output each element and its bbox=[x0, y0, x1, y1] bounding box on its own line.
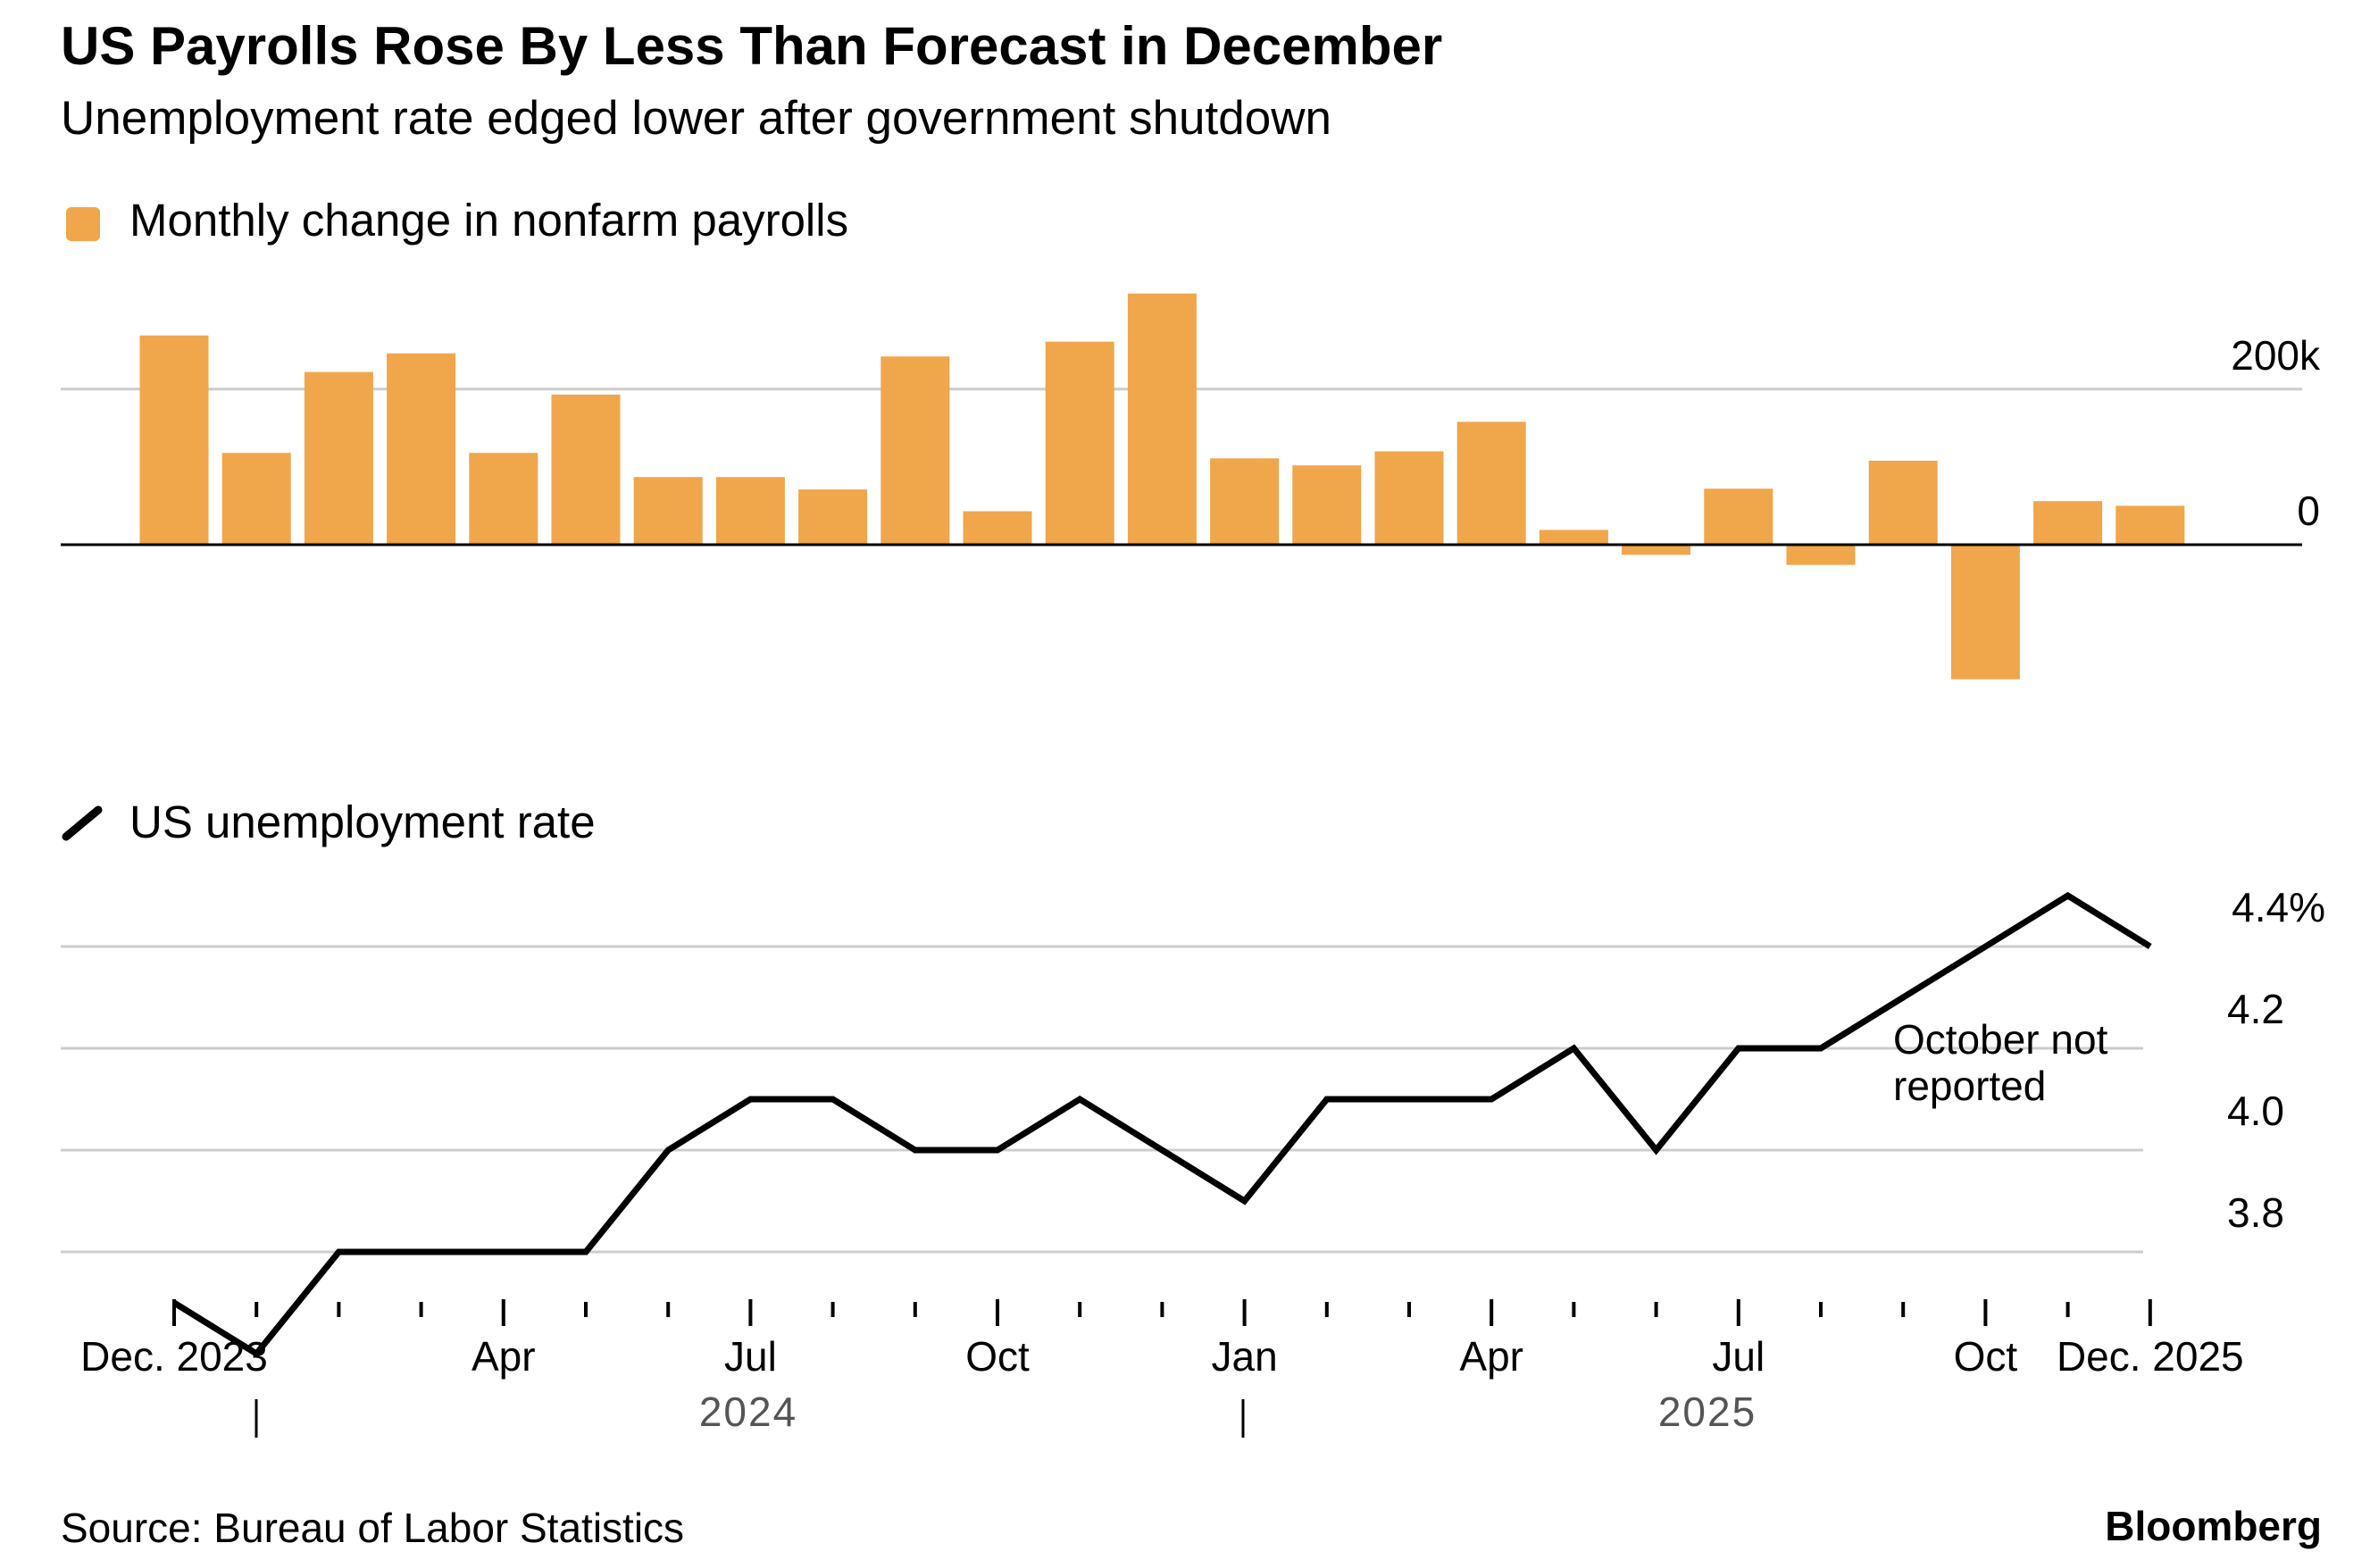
unemployment-legend-label: US unemployment rate bbox=[129, 797, 596, 847]
x-tick-label: Apr bbox=[1459, 1333, 1523, 1380]
x-tick-label: Oct bbox=[1954, 1333, 2018, 1380]
x-tick-label: Dec. 2025 bbox=[2057, 1333, 2244, 1380]
payroll-bar bbox=[1950, 545, 2020, 680]
payroll-bar bbox=[715, 477, 785, 545]
bar-y-tick-labels: 0 200k bbox=[2231, 332, 2321, 534]
x-tick-label: Jul bbox=[724, 1333, 777, 1380]
payroll-bars bbox=[61, 293, 2302, 680]
unemployment-legend-swatch bbox=[62, 805, 103, 841]
chart-subtitle: Unemployment rate edged lower after gove… bbox=[61, 92, 1331, 145]
line-y-tick-label: 4.4% bbox=[2232, 884, 2325, 930]
payroll-bar bbox=[1539, 530, 1608, 545]
x-tick-label: Dec. 2023 bbox=[80, 1333, 268, 1380]
line-y-tick-labels: 3.8 4.0 4.2 4.4% bbox=[2227, 884, 2325, 1236]
year-label-2025: 2025 bbox=[1658, 1389, 1757, 1435]
source-note: Source: Bureau of Labor Statistics bbox=[61, 1505, 684, 1551]
payroll-bar bbox=[1786, 545, 1856, 565]
chart-title: US Payrolls Rose By Less Than Forecast i… bbox=[61, 16, 1442, 76]
payroll-bar bbox=[1210, 458, 1280, 545]
annotation-line-1: October not bbox=[1893, 1016, 2108, 1063]
payroll-bar bbox=[139, 335, 209, 545]
payroll-bar bbox=[633, 477, 703, 545]
payrolls-legend-label: Monthly change in nonfarm payrolls bbox=[129, 195, 848, 246]
payroll-bar bbox=[1622, 545, 1691, 555]
payroll-bar bbox=[1868, 460, 1938, 545]
line-y-tick-label: 4.2 bbox=[2227, 986, 2284, 1032]
payroll-bar bbox=[1456, 421, 1526, 545]
payroll-bar bbox=[1704, 488, 1773, 545]
payroll-bar bbox=[2115, 505, 2185, 545]
payrolls-legend-swatch bbox=[66, 207, 100, 241]
year-label-2024: 2024 bbox=[699, 1389, 797, 1435]
payroll-bar bbox=[798, 489, 868, 545]
bar-y-tick-label: 200k bbox=[2231, 332, 2321, 379]
line-y-tick-label: 4.0 bbox=[2227, 1088, 2284, 1134]
x-tick-label: Oct bbox=[965, 1333, 1030, 1380]
payroll-bar bbox=[2033, 501, 2103, 545]
x-tick-label: Jan bbox=[1212, 1333, 1278, 1380]
x-tick-label: Jul bbox=[1712, 1333, 1765, 1380]
line-y-tick-label: 3.8 bbox=[2227, 1189, 2284, 1236]
payroll-bar bbox=[469, 453, 538, 545]
x-tick-label: Apr bbox=[471, 1333, 536, 1380]
payroll-bar bbox=[387, 353, 456, 545]
x-axis-ticks bbox=[172, 1299, 2152, 1326]
annotation-line-2: reported bbox=[1893, 1063, 2046, 1109]
x-axis-tick-labels: Dec. 2023 Apr Jul Oct Jan Apr Jul Oct Dec. 2025 bbox=[80, 1333, 2244, 1380]
payroll-bar bbox=[551, 394, 621, 545]
payroll-bar bbox=[880, 356, 950, 545]
bloomberg-logo: Bloomberg bbox=[2105, 1503, 2322, 1549]
line-gridlines bbox=[61, 945, 2143, 1254]
payroll-bar bbox=[963, 511, 1032, 545]
payroll-bar bbox=[304, 371, 373, 545]
payroll-bar bbox=[1127, 293, 1197, 545]
payroll-bar bbox=[1374, 451, 1444, 545]
payroll-bar bbox=[1292, 465, 1362, 545]
bar-y-tick-label: 0 bbox=[2297, 488, 2320, 534]
unemployment-line-series bbox=[172, 891, 2152, 1358]
payroll-bar bbox=[1045, 341, 1114, 545]
unemployment-line bbox=[172, 891, 2152, 1358]
payroll-bar bbox=[221, 453, 291, 545]
